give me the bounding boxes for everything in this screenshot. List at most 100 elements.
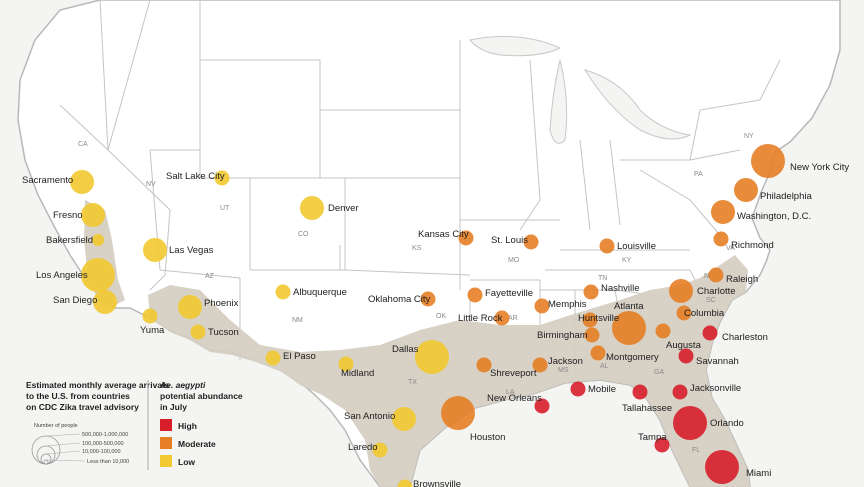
state-label-ks: KS	[412, 245, 422, 252]
city-marker-st-louis	[523, 234, 539, 250]
city-label-salt-lake-city: Salt Lake City	[166, 171, 225, 182]
city-marker-louisville	[599, 238, 615, 254]
city-label-louisville: Louisville	[617, 241, 656, 252]
city-label-orlando: Orlando	[710, 418, 744, 429]
city-marker-dallas	[415, 340, 449, 374]
city-marker-new-york-city	[751, 144, 785, 178]
city-label-jackson: Jackson	[548, 356, 583, 367]
city-label-albuquerque: Albuquerque	[293, 287, 347, 298]
city-label-atlanta: Atlanta	[614, 301, 644, 312]
city-marker-orlando	[673, 406, 707, 440]
city-label-montgomery: Montgomery	[606, 352, 659, 363]
city-markers: Sacramento Fresno Bakersfield Los Angeles Sa…	[22, 144, 849, 487]
legend-size-label-4: Less than 10,000	[87, 459, 129, 465]
state-label-ut: UT	[220, 205, 230, 212]
city-label-houston: Houston	[470, 432, 505, 443]
city-label-raleigh: Raleigh	[726, 274, 758, 285]
city-marker-jacksonville	[672, 384, 688, 400]
city-label-philadelphia: Philadelphia	[760, 191, 812, 202]
city-marker-tampa	[654, 437, 670, 453]
lake-superior	[469, 35, 562, 57]
state-label-tx: TX	[408, 379, 417, 386]
city-marker-shreveport	[476, 357, 492, 373]
city-marker-phoenix	[178, 295, 202, 319]
city-label-washington-d-c: Washington, D.C.	[737, 211, 811, 222]
state-label-co: CO	[298, 231, 309, 238]
legend-abundance-title-2: potential abundance	[160, 391, 243, 401]
city-marker-midland	[338, 356, 354, 372]
city-label-laredo: Laredo	[348, 442, 378, 453]
city-label-bakersfield: Bakersfield	[46, 235, 93, 246]
city-label-phoenix: Phoenix	[204, 298, 239, 309]
city-label-st-louis: St. Louis	[491, 235, 528, 246]
city-label-birmingham: Birmingham	[537, 330, 588, 341]
city-marker-charleston	[702, 325, 718, 341]
legend-label-moderate: Moderate	[178, 439, 216, 449]
city-label-new-orleans: New Orleans	[487, 393, 542, 404]
city-marker-salt-lake-city	[214, 170, 230, 186]
city-marker-atlanta	[612, 311, 646, 345]
state-label-ny: NY	[744, 133, 754, 140]
city-label-kansas-city: Kansas City	[418, 229, 469, 240]
city-marker-washington-d-c	[711, 200, 735, 224]
city-label-fayetteville: Fayetteville	[485, 288, 533, 299]
city-marker-el-paso	[265, 350, 281, 366]
city-marker-yuma	[142, 308, 158, 324]
legend-swatch-moderate	[160, 437, 172, 449]
legend-label-low: Low	[178, 457, 195, 467]
city-marker-charlotte	[669, 279, 693, 303]
legend-label-high: High	[178, 421, 197, 431]
city-label-tucson: Tucson	[208, 327, 239, 338]
city-marker-denver	[300, 196, 324, 220]
city-marker-brownsville	[397, 479, 413, 487]
city-label-el-paso: El Paso	[283, 351, 316, 362]
city-label-jacksonville: Jacksonville	[690, 383, 741, 394]
state-label-va: VA	[726, 245, 735, 252]
city-label-huntsville: Huntsville	[578, 313, 619, 324]
legend-arrivals-title-2: to the U.S. from countries	[26, 391, 130, 401]
legend-swatch-low	[160, 455, 172, 467]
city-label-los-angeles: Los Angeles	[36, 270, 88, 281]
legend-abundance-title-3: in July	[160, 402, 187, 412]
city-marker-kansas-city	[458, 230, 474, 246]
city-label-richmond: Richmond	[731, 240, 774, 251]
city-marker-mobile	[570, 381, 586, 397]
city-marker-savannah	[678, 348, 694, 364]
city-label-tampa: Tampa	[638, 432, 667, 443]
city-marker-tucson	[190, 324, 206, 340]
city-label-brownsville: Brownsville	[413, 479, 461, 487]
state-label-al: AL	[600, 363, 609, 370]
state-label-ar: AR	[508, 315, 518, 322]
city-label-nashville: Nashville	[601, 283, 640, 294]
state-label-ca: CA	[78, 141, 88, 148]
city-marker-columbia	[676, 305, 692, 321]
city-marker-albuquerque	[275, 284, 291, 300]
city-label-dallas: Dallas	[392, 344, 419, 355]
city-marker-oklahoma-city	[420, 291, 436, 307]
lake-huron-erie	[583, 69, 692, 140]
legend-abundance: Ae. aegypti potential abundance in July …	[147, 380, 243, 470]
city-marker-san-diego	[93, 290, 117, 314]
city-marker-houston	[441, 396, 475, 430]
city-marker-laredo	[372, 442, 388, 458]
city-marker-raleigh	[708, 267, 724, 283]
city-marker-jackson	[532, 357, 548, 373]
state-label-la: LA	[506, 389, 515, 396]
legend-arrivals-title-3: on CDC Zika travel advisory	[26, 402, 139, 412]
city-label-san-diego: San Diego	[53, 295, 97, 306]
state-label-sc: SC	[706, 297, 716, 304]
city-marker-los-angeles	[81, 258, 115, 292]
city-marker-richmond	[713, 231, 729, 247]
city-marker-fresno	[81, 203, 105, 227]
city-label-memphis: Memphis	[548, 299, 587, 310]
city-label-charleston: Charleston	[722, 332, 768, 343]
city-marker-sacramento	[70, 170, 94, 194]
lake-michigan	[549, 59, 568, 144]
city-label-oklahoma-city: Oklahoma City	[368, 294, 431, 305]
city-marker-birmingham	[584, 327, 600, 343]
city-label-denver: Denver	[328, 203, 359, 214]
state-label-ga: GA	[654, 369, 664, 376]
legend-size-label-2: 100,000-500,000	[82, 441, 124, 447]
city-label-new-york-city: New York City	[790, 162, 849, 173]
